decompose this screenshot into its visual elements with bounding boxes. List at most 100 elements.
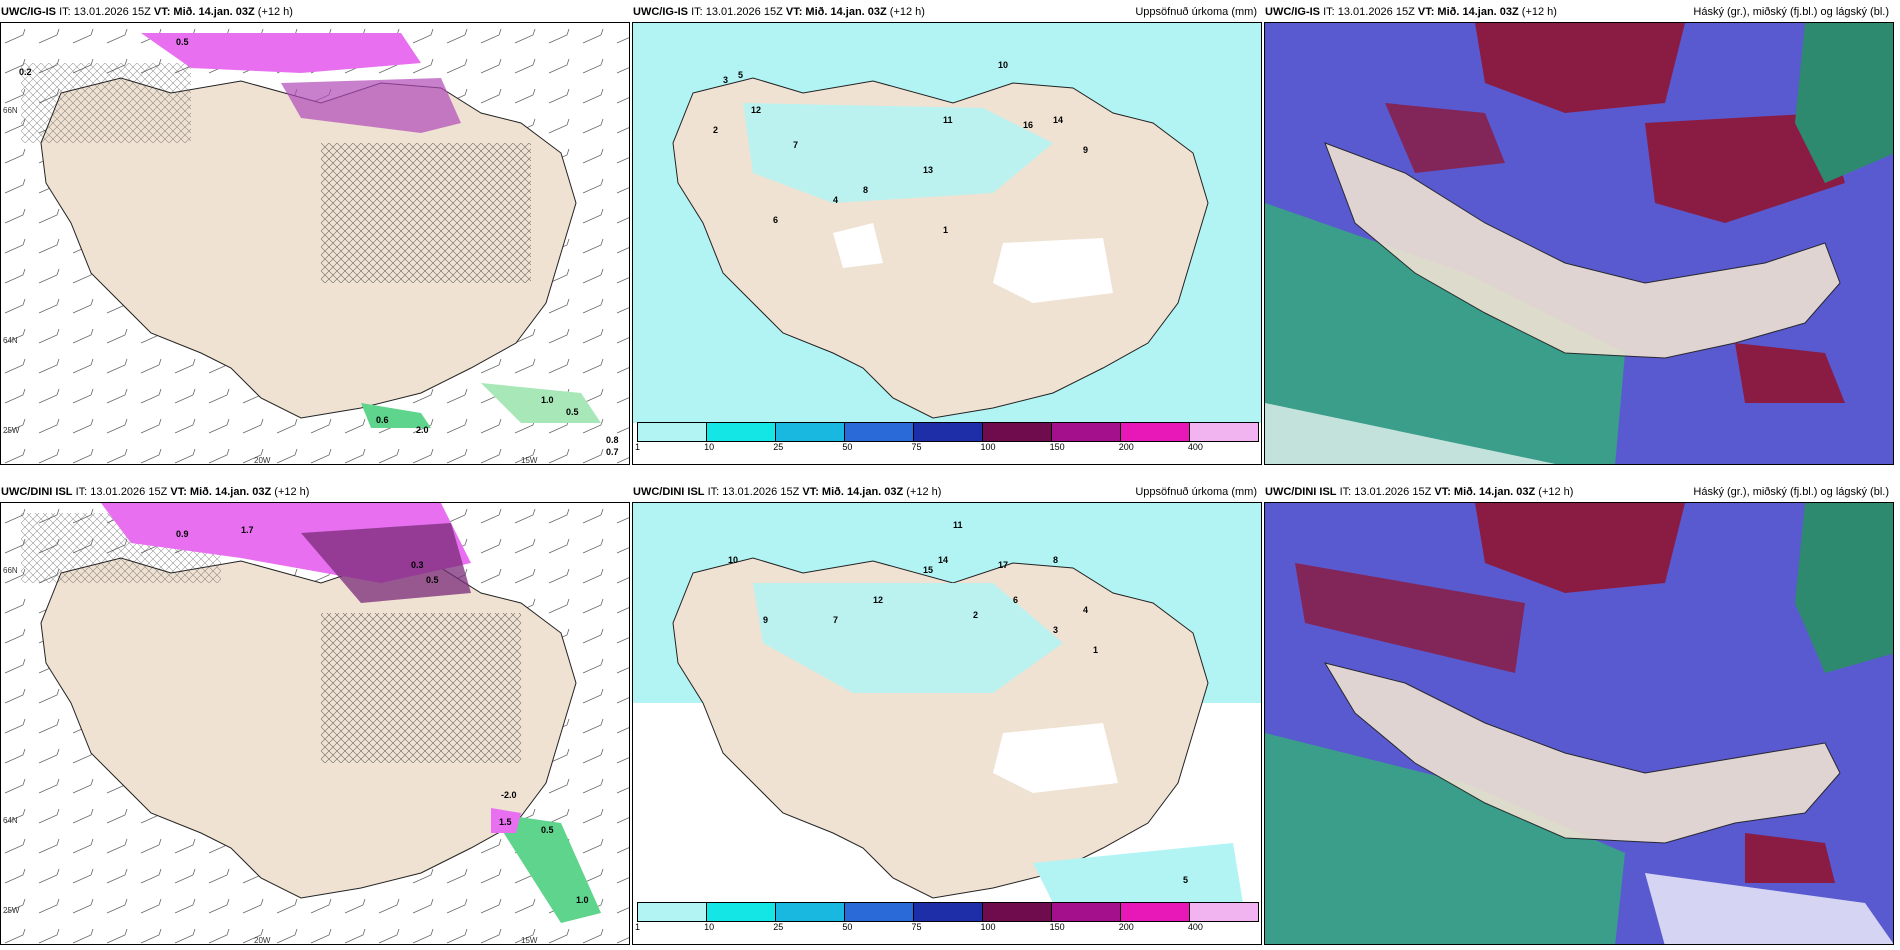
panel-title: Uppsöfnuð úrkoma (mm) xyxy=(1135,6,1257,18)
precip-color-legend: 1 10 25 50 75 100 150 200 400 xyxy=(635,902,1259,934)
cloud-low xyxy=(1795,23,1893,183)
legend-swatch xyxy=(914,423,983,441)
cloud-high xyxy=(1385,103,1505,173)
panel-r1-clouds: UWC/IG-IS IT: 13.01.2026 15Z VT: Mið. 14… xyxy=(1264,0,1894,465)
value-label: 14 xyxy=(1053,115,1063,125)
value-label: 4 xyxy=(1083,605,1088,615)
map-accum-precip[interactable]: 3 5 2 12 7 10 11 13 14 16 9 4 8 1 6 1 10 2… xyxy=(632,22,1262,465)
value-label: 4 xyxy=(833,195,838,205)
value-label: 14 xyxy=(938,555,948,565)
map-precip-wind[interactable]: 0.5 0.2 0.6 2.0 1.0 0.5 0.8 0.7 20W 15W … xyxy=(0,22,630,465)
lead-time: (+12 h) xyxy=(906,486,942,498)
valid-label: VT: xyxy=(802,486,819,498)
land-iceland xyxy=(1323,662,1841,844)
hatched-area xyxy=(21,63,191,143)
lat-label: 25W xyxy=(3,906,20,915)
valid-label: VT: xyxy=(170,486,187,498)
precip-green xyxy=(481,383,601,423)
map-clouds[interactable] xyxy=(1264,502,1894,945)
no-data-area xyxy=(993,723,1118,793)
no-data-area xyxy=(993,238,1113,303)
precip-green xyxy=(491,813,601,923)
model-name: UWC/DINI ISL xyxy=(1265,486,1337,498)
value-label: 3 xyxy=(1053,625,1058,635)
legend-swatch xyxy=(776,423,845,441)
precip-color-legend: 1 10 25 50 75 100 150 200 400 xyxy=(635,422,1259,452)
map-clouds[interactable] xyxy=(1264,22,1894,465)
value-label: 3 xyxy=(723,75,728,85)
lon-label: 20W xyxy=(254,456,271,465)
valid-label: VT: xyxy=(153,6,171,18)
panel-header: UWC/DINI ISL IT: 13.01.2026 15Z VT: Mið.… xyxy=(1265,482,1891,502)
legend-tick-label: 100 xyxy=(980,442,996,452)
no-data-area xyxy=(833,223,883,268)
legend-swatch xyxy=(1052,903,1121,921)
init-time: IT: 13.01.2026 15Z xyxy=(75,486,168,498)
value-label: 8 xyxy=(1053,555,1058,565)
value-label: 6 xyxy=(773,215,778,225)
value-label: 11 xyxy=(943,115,953,125)
hatched-area xyxy=(321,143,531,283)
clear-sky xyxy=(1645,873,1893,944)
value-label: 7 xyxy=(833,615,838,625)
lon-label: 20W xyxy=(254,936,271,945)
legend-swatch xyxy=(845,903,914,921)
legend-tick-label: 200 xyxy=(1118,442,1134,452)
valid-label: VT: xyxy=(785,6,803,18)
value-label: 1.5 xyxy=(499,817,512,827)
lat-label: 66N xyxy=(3,566,18,575)
legend-bar xyxy=(637,902,1259,922)
precip-field xyxy=(743,103,1053,203)
cloud-high xyxy=(1735,343,1845,403)
value-label: 1.0 xyxy=(576,895,589,905)
lat-label: 66N xyxy=(3,106,18,115)
model-name: UWC/IG-IS xyxy=(633,6,688,18)
value-label: 8 xyxy=(863,185,868,195)
lat-label: 25W xyxy=(3,426,20,435)
map-accum-precip[interactable]: 10 11 14 15 17 12 7 8 2 6 4 1 3 5 9 1 10 2… xyxy=(632,502,1262,945)
precip-field xyxy=(1033,843,1243,903)
lead-time: (+12 h) xyxy=(274,486,310,498)
legend-swatch xyxy=(1121,903,1190,921)
hatched-area xyxy=(321,613,521,763)
lead-time: (+12 h) xyxy=(257,6,293,18)
legend-tick-label: 1 xyxy=(635,442,641,452)
legend-ticks: 1 10 25 50 75 100 150 200 400 xyxy=(635,922,1259,934)
legend-swatch xyxy=(845,423,914,441)
legend-tick-label: 50 xyxy=(842,922,853,932)
panel-r2-clouds: UWC/DINI ISL IT: 13.01.2026 15Z VT: Mið.… xyxy=(1264,480,1894,945)
value-label: 12 xyxy=(873,595,883,605)
value-label: 6 xyxy=(1013,595,1018,605)
value-label: 1.0 xyxy=(541,395,554,405)
precip-field xyxy=(753,583,1063,693)
legend-tick-label: 400 xyxy=(1187,922,1203,932)
value-label: 13 xyxy=(923,165,933,175)
valid-time: Mið. 14.jan. 03Z xyxy=(1437,6,1519,18)
legend-tick-label: 75 xyxy=(911,922,922,932)
value-label: 16 xyxy=(1023,120,1033,130)
legend-swatch xyxy=(983,423,1052,441)
legend-swatch xyxy=(707,423,776,441)
model-name: UWC/DINI ISL xyxy=(633,486,705,498)
valid-time: Mið. 14.jan. 03Z xyxy=(189,486,272,498)
value-label: -2.0 xyxy=(501,790,517,800)
value-label: 0.9 xyxy=(176,529,189,539)
lon-label: 15W xyxy=(521,456,538,465)
value-label: 11 xyxy=(953,520,963,530)
map-precip-wind[interactable]: 1.7 0.9 0.3 0.5 -2.0 1.5 1.0 0.5 20W 15W… xyxy=(0,502,630,945)
legend-swatch xyxy=(1121,423,1190,441)
init-time: IT: 13.01.2026 15Z xyxy=(1323,6,1415,18)
init-time: IT: 13.01.2026 15Z xyxy=(59,6,151,18)
value-label: 10 xyxy=(728,555,738,565)
panel-title: Háský (gr.), miðský (fj.bl.) og lágský (… xyxy=(1693,6,1889,18)
model-name: UWC/IG-IS xyxy=(1,6,56,18)
init-time: IT: 13.01.2026 15Z xyxy=(1339,486,1432,498)
legend-swatch xyxy=(1190,423,1258,441)
legend-tick-label: 1 xyxy=(635,922,641,932)
value-label: 1 xyxy=(943,225,948,235)
cloud-high xyxy=(1475,23,1685,113)
valid-label: VT: xyxy=(1434,486,1451,498)
precip-magenta xyxy=(281,78,461,133)
panel-header: UWC/DINI ISL IT: 13.01.2026 15Z VT: Mið.… xyxy=(633,482,1259,502)
